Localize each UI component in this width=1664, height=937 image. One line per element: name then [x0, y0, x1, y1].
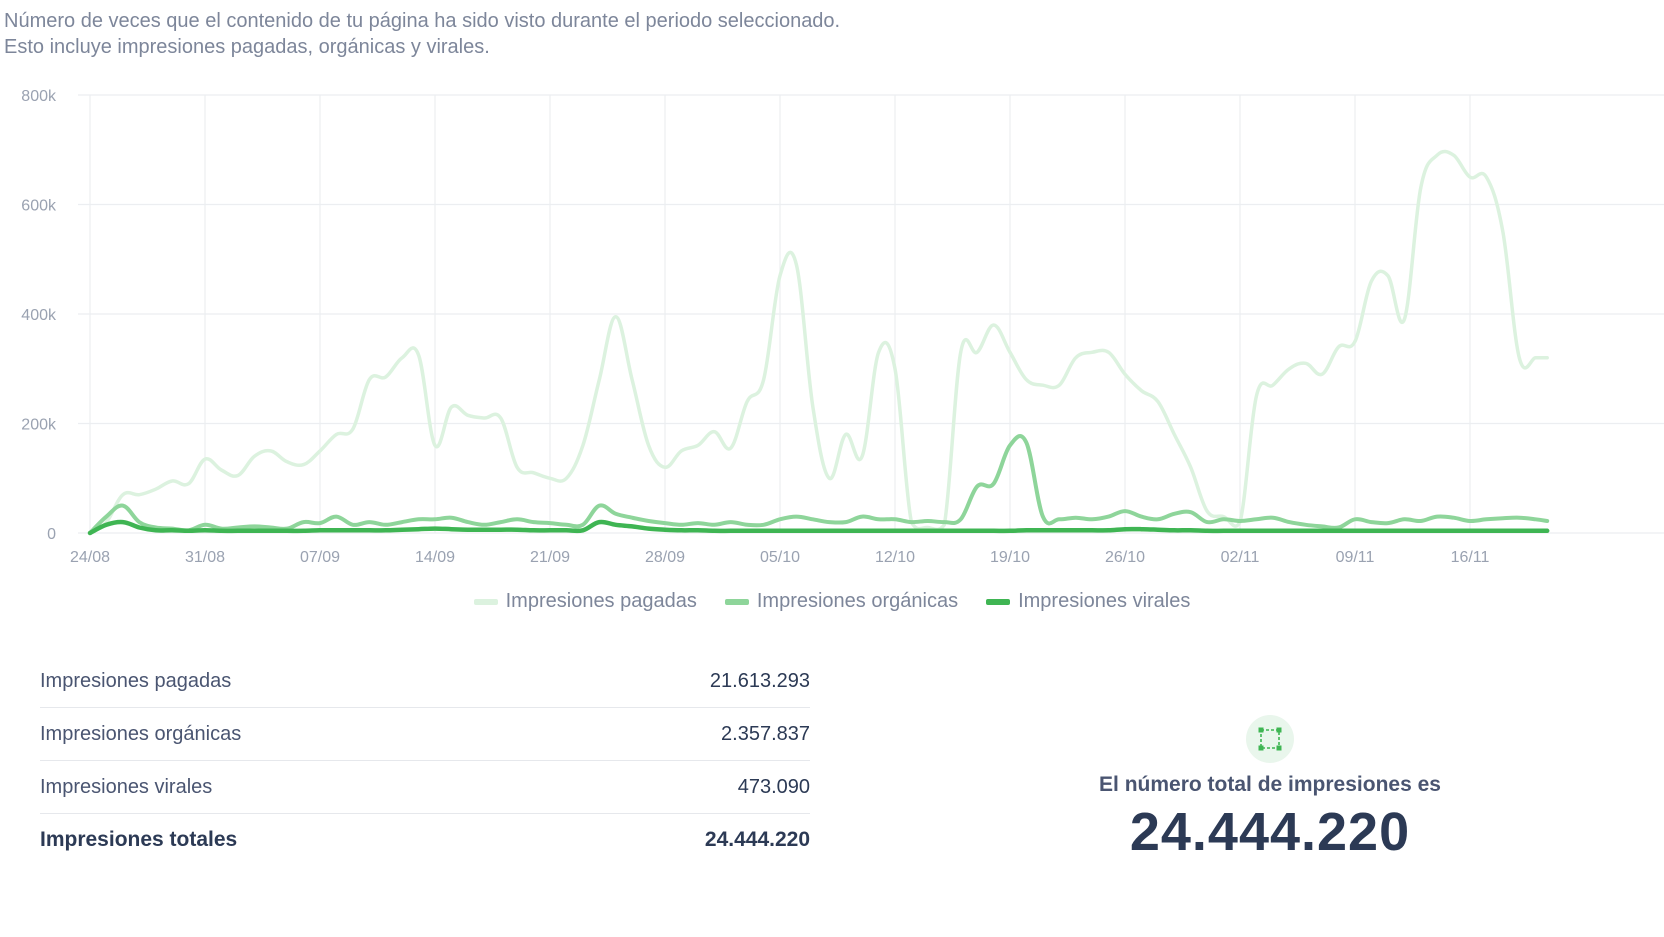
x-tick-label: 24/08 [70, 549, 110, 566]
legend-label-viral: Impresiones virales [1018, 590, 1191, 612]
summary-label-organic: Impresiones orgánicas [40, 722, 242, 745]
description-line-2: Esto incluye impresiones pagadas, orgáni… [4, 36, 490, 58]
summary-value-total: 24.444.220 [704, 828, 810, 851]
legend-swatch-viral [986, 598, 1011, 605]
legend-label-organic: Impresiones orgánicas [756, 590, 959, 612]
x-tick-label: 26/10 [1105, 549, 1145, 566]
y-tick-label: 400k [21, 307, 57, 324]
summary-table: Impresiones pagadas 21.613.293 Impresion… [40, 655, 810, 866]
summary-label-total: Impresiones totales [40, 828, 238, 851]
x-tick-label: 31/08 [185, 549, 225, 566]
legend-item-organic[interactable]: Impresiones orgánicas [724, 590, 959, 613]
legend-swatch-organic [724, 598, 749, 605]
summary-value-paid: 21.613.293 [709, 669, 810, 692]
summary-row-total: Impresiones totales 24.444.220 [40, 814, 810, 866]
x-tick-label: 09/11 [1336, 549, 1375, 566]
series-line-viral [87, 519, 1550, 536]
total-value: 24.444.220 [1129, 802, 1411, 862]
total-label: El número total de impresiones es [1099, 773, 1441, 796]
x-tick-label: 05/10 [760, 549, 800, 566]
series-line-paid [88, 149, 1549, 535]
x-tick-label: 02/11 [1221, 549, 1260, 566]
series-line-organic [88, 434, 1550, 535]
x-tick-label: 14/09 [415, 549, 455, 566]
chart-description: Número de veces que el contenido de tu p… [4, 8, 1104, 60]
summary-value-viral: 473.090 [737, 775, 810, 798]
chart-legend: Impresiones pagadas Impresiones orgánica… [0, 590, 1664, 613]
legend-label-paid: Impresiones pagadas [505, 590, 697, 612]
summary-label-viral: Impresiones virales [40, 775, 213, 798]
x-tick-label: 12/10 [875, 549, 915, 566]
x-tick-label: 28/09 [645, 549, 685, 566]
summary-row-organic: Impresiones orgánicas 2.357.837 [40, 708, 810, 761]
y-tick-label: 600k [21, 198, 57, 215]
legend-item-paid[interactable]: Impresiones pagadas [473, 590, 697, 613]
summary-label-paid: Impresiones pagadas [40, 669, 232, 692]
total-impressions-card: El número total de impresiones es 24.444… [1020, 715, 1520, 863]
summary-row-paid: Impresiones pagadas 21.613.293 [40, 655, 810, 708]
selection-frame-icon [1246, 715, 1294, 763]
x-tick-label: 19/10 [990, 549, 1030, 566]
y-tick-label: 200k [21, 417, 57, 434]
legend-swatch-paid [473, 598, 498, 605]
x-tick-label: 21/09 [530, 549, 570, 566]
summary-value-organic: 2.357.837 [721, 722, 810, 745]
y-tick-label: 800k [21, 88, 57, 105]
y-tick-label: 0 [47, 526, 56, 543]
legend-item-viral[interactable]: Impresiones virales [986, 590, 1190, 613]
description-line-1: Número de veces que el contenido de tu p… [4, 10, 841, 32]
impressions-line-chart: 0 200k 400k 600k 800k 24/08 31/08 07/09 14/09 21/… [21, 88, 1664, 566]
summary-row-viral: Impresiones virales 473.090 [40, 761, 810, 814]
x-tick-label: 16/11 [1451, 549, 1490, 566]
x-tick-label: 07/09 [300, 549, 340, 566]
